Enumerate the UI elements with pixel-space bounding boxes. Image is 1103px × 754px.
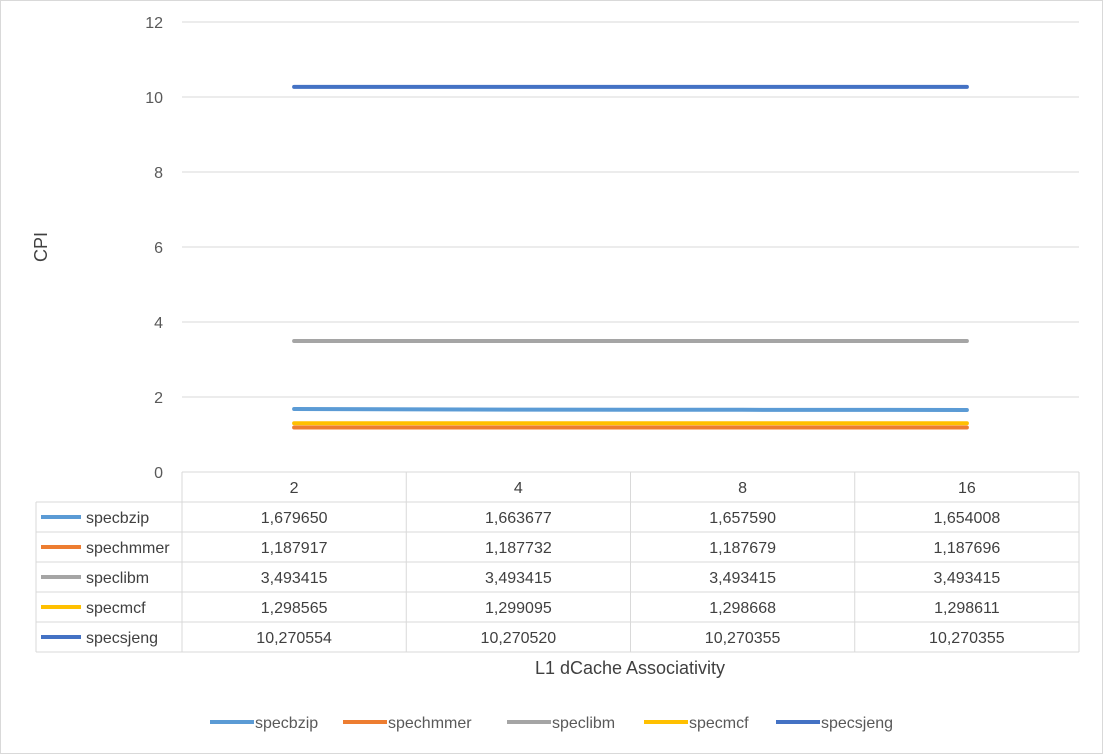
x-axis-title: L1 dCache Associativity [535,658,725,678]
data-label: 1,298668 [709,600,776,617]
data-point [742,340,744,342]
table-series-name: spechmmer [86,540,170,557]
data-label: 1,187732 [485,540,552,557]
data-point [517,422,519,424]
data-label: 1,187696 [934,540,1001,557]
y-tick-label: 6 [154,240,163,257]
data-label: 3,493415 [261,570,328,587]
legend-label: specsjeng [821,715,893,732]
data-point [742,422,744,424]
data-point [966,340,968,342]
series-spechmmer [292,425,969,430]
y-tick-label: 12 [145,15,163,32]
legend: specbzip spechmmer speclibm specmcf specsjen… [210,715,893,732]
y-tick-label: 8 [154,165,163,182]
table-series-name: speclibm [86,570,149,587]
data-label: 10,270355 [929,630,1005,647]
series-line [292,407,969,412]
x-tick-label: 16 [958,480,976,497]
data-label: 1,298611 [934,600,1000,617]
table-series-name: specbzip [86,510,149,527]
legend-label: spechmmer [388,715,472,732]
data-label: 10,270355 [705,630,781,647]
y-tick-label: 10 [145,90,163,107]
data-point [966,409,968,411]
data-label: 1,657590 [709,510,776,527]
series-specbzip [292,407,969,412]
data-label: 10,270554 [256,630,332,647]
data-point [293,422,295,424]
legend-label: specbzip [255,715,318,732]
data-label: 1,298565 [261,600,328,617]
data-point [742,426,744,428]
data-point [517,340,519,342]
data-point [517,86,519,88]
data-label: 1,654008 [934,510,1001,527]
y-tick-label: 4 [154,315,163,332]
series-specsjeng [292,84,969,89]
series-specmcf [292,421,969,426]
table-series-name: specsjeng [86,630,158,647]
legend-label: speclibm [552,715,615,732]
data-point [742,86,744,88]
y-axis-title: CPI [31,232,51,262]
y-tick-label: 0 [154,465,163,482]
data-point [966,86,968,88]
series-speclibm [292,339,969,343]
data-label: 1,663677 [485,510,552,527]
data-label: 1,299095 [485,600,552,617]
y-tick-label: 2 [154,390,163,407]
data-point [293,340,295,342]
x-tick-label: 2 [290,480,299,497]
data-point [966,422,968,424]
data-label: 3,493415 [485,570,552,587]
data-point [293,86,295,88]
data-label: 3,493415 [934,570,1001,587]
data-label: 10,270520 [481,630,557,647]
data-point [517,426,519,428]
data-point [293,426,295,428]
data-point [742,409,744,411]
data-point [517,409,519,411]
x-tick-label: 4 [514,480,523,497]
data-label: 1,187917 [261,540,328,557]
legend-label: specmcf [689,715,749,732]
data-point [293,408,295,410]
data-point [966,426,968,428]
x-tick-label: 8 [738,480,747,497]
data-label: 3,493415 [709,570,776,587]
data-label: 1,187679 [709,540,776,557]
table-series-name: specmcf [86,600,146,617]
data-label: 1,679650 [261,510,328,527]
